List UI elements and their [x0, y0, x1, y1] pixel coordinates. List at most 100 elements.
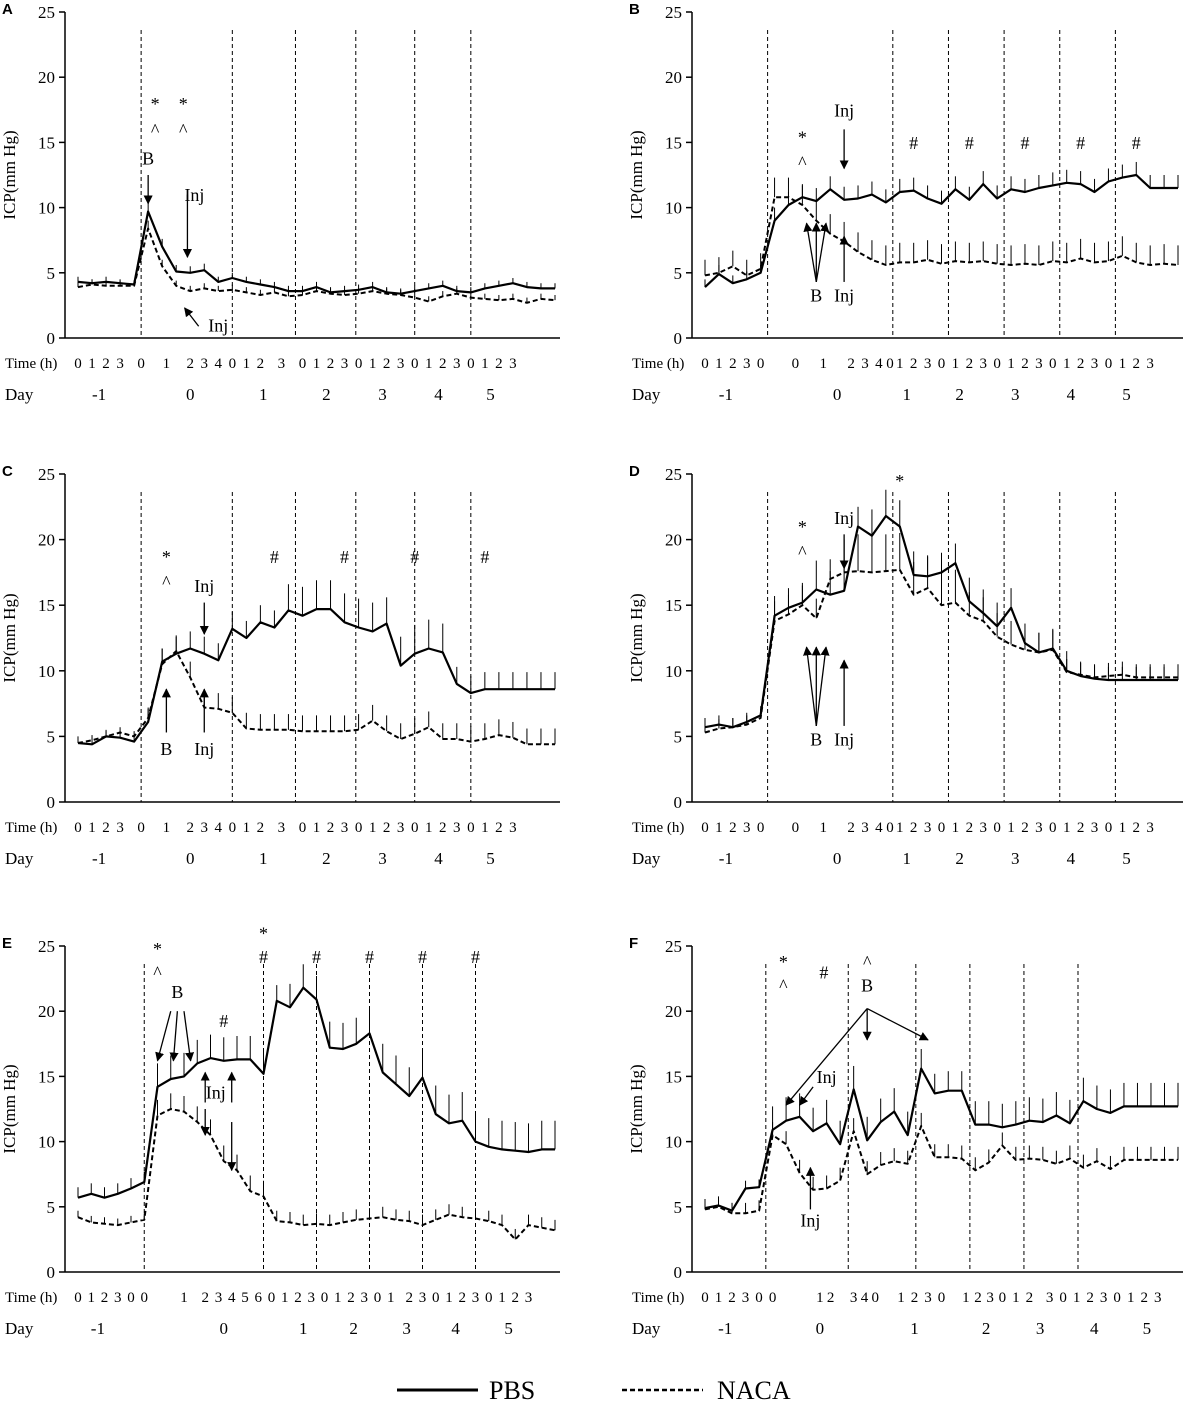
panel-d-ytick-label: 20 — [665, 531, 682, 550]
panel-a-time-tick: 1 — [313, 356, 321, 372]
panel-d-annotation: ^ — [798, 542, 807, 562]
panel-d-annotation-arrow — [803, 646, 817, 726]
panel-a-annotation: Inj — [208, 315, 228, 335]
panel-c-time-tick: 2 — [186, 820, 194, 836]
panel-b-annotation: Inj — [834, 285, 854, 305]
panel-e-time-tick: 2 — [294, 1290, 302, 1306]
panel-e-day-tick: 2 — [349, 1319, 358, 1338]
panel-f-time-tick: 1 — [1012, 1290, 1020, 1306]
panel-f-time-tick: 1 — [1127, 1290, 1135, 1306]
panel-a-time-tick: 2 — [102, 356, 110, 372]
panel-a-time-tick: 3 — [453, 356, 461, 372]
panel-c-time-tick: 2 — [257, 820, 265, 836]
panel-d-time-tick: 3 — [1091, 820, 1099, 836]
panel-c-time-tick: 2 — [439, 820, 447, 836]
panel-c-time-tick: 0 — [467, 820, 475, 836]
panel-d-ylabel: ICP(mm Hg) — [627, 593, 646, 682]
panel-d-time-tick: 1 — [820, 820, 828, 836]
panel-e-time-tick: 1 — [445, 1290, 453, 1306]
panel-e-time-tick: 0 — [321, 1290, 329, 1306]
panel-d-time-tick: 0 — [701, 820, 709, 836]
panel-f-time-tick: 2 — [827, 1290, 835, 1306]
panel-d-annotation: * — [798, 517, 807, 537]
panel-b-time-tick: 0 — [792, 356, 800, 372]
panel-a-time-tick: 1 — [425, 356, 433, 372]
panel-e-day-tick: 0 — [220, 1319, 229, 1338]
panel-b-annotation: * — [798, 128, 807, 148]
panel-e-annotation-arrow — [155, 1011, 172, 1062]
panel-e-time-tick: 2 — [512, 1290, 520, 1306]
panel-e-time-tick: 0 — [74, 1290, 82, 1306]
panel-f-day-tick: 0 — [816, 1319, 825, 1338]
panel-d-time-tick: 4 — [875, 820, 883, 836]
panel-f-time-tick: 0 — [872, 1290, 880, 1306]
panel-b-pbs-line — [704, 173, 1178, 288]
panel-f-day-label: Day — [632, 1319, 661, 1338]
panel-a-time-tick: 1 — [163, 356, 171, 372]
panel-e-time-tick: 2 — [101, 1290, 109, 1306]
panel-e-naca-line — [77, 1108, 556, 1241]
panel-a-time-tick: 3 — [201, 356, 209, 372]
panel-c-time-tick: 1 — [163, 820, 171, 836]
panel-d-time-tick: 1 — [952, 820, 960, 836]
panel-a-time-tick: 3 — [116, 356, 124, 372]
panel-e-annotation: * — [153, 939, 162, 959]
panel-e-time-tick: 3 — [472, 1290, 480, 1306]
panel-a-time-tick: 0 — [411, 356, 419, 372]
panel-b-time-tick: 2 — [1021, 356, 1029, 372]
panel-b-time-tick: 1 — [1119, 356, 1127, 372]
panel-f-time-tick: 0 — [938, 1290, 946, 1306]
panel-e-time-tick: 3 — [360, 1290, 368, 1306]
panel-a-time-tick: 2 — [327, 356, 335, 372]
panel-d-naca-line — [704, 568, 1178, 734]
panel-d-time-label: Time (h) — [632, 820, 684, 836]
panel-a-time-tick: 2 — [383, 356, 391, 372]
panel-d-time-tick: 3 — [924, 820, 932, 836]
panel-f-day-tick: 4 — [1090, 1319, 1099, 1338]
panel-c-annotation: # — [270, 547, 279, 567]
panel-f-time-tick: 2 — [1086, 1290, 1094, 1306]
panel-b-time-tick: 3 — [743, 356, 751, 372]
panel-c-time-tick: 2 — [327, 820, 335, 836]
panel-e-time-tick: 1 — [498, 1290, 506, 1306]
panel-f-annotation: Inj — [817, 1067, 837, 1087]
panel-f-naca-line — [704, 1125, 1178, 1215]
panel-b-time-tick: 2 — [847, 356, 855, 372]
panel-d-time-tick: 3 — [1035, 820, 1043, 836]
panel-f-day-tick: 2 — [982, 1319, 991, 1338]
panel-b-annotation: # — [1132, 133, 1141, 153]
panel-f-annotation-arrow — [785, 1008, 868, 1106]
panel-d-time-tick: 0 — [1105, 820, 1113, 836]
panel-c-time-tick: 1 — [243, 820, 251, 836]
panel-e-time-tick: 3 — [215, 1290, 223, 1306]
panel-c-ytick-label: 5 — [47, 727, 56, 746]
panel-d-day-tick: 2 — [955, 849, 964, 868]
panel-f-annotation: ^ — [863, 952, 872, 972]
panel-c-day-tick: -1 — [92, 849, 106, 868]
panel-b-time-label: Time (h) — [632, 356, 684, 372]
panel-c-label: C — [2, 463, 13, 480]
panel-b-time-tick: 2 — [1133, 356, 1141, 372]
panel-f-ytick-label: 10 — [665, 1133, 682, 1152]
panel-e-time-tick: 2 — [459, 1290, 467, 1306]
panel-c-annotation: ^ — [162, 572, 171, 592]
panel-f-time-tick: 3 — [986, 1290, 994, 1306]
panel-b-time-tick: 4 — [875, 356, 883, 372]
panel-e-time-tick: 3 — [307, 1290, 315, 1306]
panel-f-time-tick: 0 — [701, 1290, 709, 1306]
panel-a-ytick-label: 15 — [38, 133, 55, 152]
panel-b-time-tick: 0 — [1049, 356, 1057, 372]
panel-f-time-tick: 3 — [850, 1290, 858, 1306]
panel-e-time-tick: 3 — [114, 1290, 122, 1306]
panel-b-day-tick: -1 — [719, 385, 733, 404]
panel-c-time-tick: 3 — [341, 820, 349, 836]
panel-c-day-tick: 2 — [322, 849, 331, 868]
panel-a-time-tick: 0 — [467, 356, 475, 372]
panel-c-time-label: Time (h) — [5, 820, 57, 836]
panel-c-time-tick: 0 — [137, 820, 145, 836]
panel-c-time-tick: 4 — [215, 820, 223, 836]
panel-b-ytick-label: 25 — [665, 3, 682, 22]
panel-c-time-tick: 3 — [397, 820, 405, 836]
panel-d-time-tick: 2 — [1133, 820, 1141, 836]
panel-f-time-tick: 0 — [1113, 1290, 1121, 1306]
